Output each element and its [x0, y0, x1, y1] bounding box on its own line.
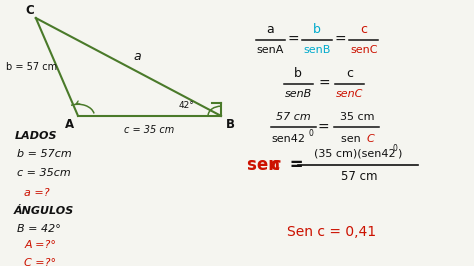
- Text: C =?°: C =?°: [24, 258, 56, 266]
- Text: C: C: [366, 134, 374, 143]
- Text: 57 cm: 57 cm: [341, 170, 377, 183]
- Text: senB: senB: [284, 89, 312, 99]
- Text: 35 cm: 35 cm: [339, 112, 374, 122]
- Text: (35 cm)(sen42: (35 cm)(sen42: [314, 148, 395, 158]
- Text: senC: senC: [336, 89, 364, 99]
- Text: B = 42°: B = 42°: [17, 224, 61, 234]
- Text: =: =: [284, 156, 303, 174]
- Text: c = 35cm: c = 35cm: [17, 168, 71, 178]
- Text: A =?°: A =?°: [24, 240, 56, 250]
- Text: C: C: [26, 4, 35, 17]
- Text: c: c: [346, 67, 353, 80]
- Text: a: a: [266, 23, 274, 36]
- Text: LADOS: LADOS: [15, 131, 57, 141]
- Text: B: B: [226, 118, 235, 131]
- Text: a =?: a =?: [24, 188, 50, 198]
- Text: senA: senA: [256, 45, 284, 55]
- Text: 0: 0: [309, 129, 314, 138]
- Text: 0: 0: [392, 144, 397, 153]
- Text: 57 cm: 57 cm: [276, 112, 311, 122]
- Text: sen42: sen42: [272, 134, 306, 143]
- Text: ÁNGULOS: ÁNGULOS: [14, 206, 74, 216]
- Text: c = 35 cm: c = 35 cm: [124, 125, 174, 135]
- Text: A: A: [65, 118, 74, 131]
- Text: 42°: 42°: [179, 101, 195, 110]
- Text: =: =: [335, 33, 346, 47]
- Text: Sen c = 0,41: Sen c = 0,41: [287, 225, 376, 239]
- Text: a: a: [134, 50, 142, 63]
- Text: c: c: [360, 23, 367, 36]
- Text: sen: sen: [246, 156, 285, 174]
- Text: b: b: [313, 23, 321, 36]
- Text: =: =: [317, 120, 328, 134]
- Text: ): ): [397, 148, 401, 158]
- Text: =: =: [288, 33, 300, 47]
- Text: b = 57 cm: b = 57 cm: [6, 62, 57, 72]
- Text: c: c: [271, 156, 281, 174]
- Text: senC: senC: [350, 45, 378, 55]
- Text: sen: sen: [340, 134, 364, 143]
- Text: =: =: [318, 77, 330, 91]
- Text: b: b: [294, 67, 302, 80]
- Text: b = 57cm: b = 57cm: [17, 149, 72, 159]
- Text: senB: senB: [303, 45, 331, 55]
